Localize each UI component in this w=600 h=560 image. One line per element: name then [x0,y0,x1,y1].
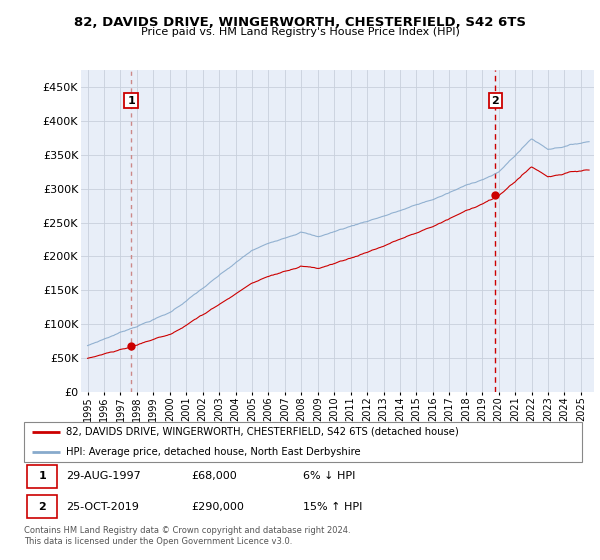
Text: Price paid vs. HM Land Registry's House Price Index (HPI): Price paid vs. HM Land Registry's House … [140,27,460,37]
Text: 1: 1 [127,96,135,105]
Text: Contains HM Land Registry data © Crown copyright and database right 2024.
This d: Contains HM Land Registry data © Crown c… [24,526,350,546]
Text: 6% ↓ HPI: 6% ↓ HPI [303,472,355,482]
Text: 25-OCT-2019: 25-OCT-2019 [66,502,139,512]
FancyBboxPatch shape [27,465,58,488]
Text: 2: 2 [38,502,46,512]
Text: £68,000: £68,000 [191,472,237,482]
Text: 2: 2 [491,96,499,105]
Text: 1: 1 [38,472,46,482]
Text: HPI: Average price, detached house, North East Derbyshire: HPI: Average price, detached house, Nort… [66,447,361,457]
Text: 82, DAVIDS DRIVE, WINGERWORTH, CHESTERFIELD, S42 6TS (detached house): 82, DAVIDS DRIVE, WINGERWORTH, CHESTERFI… [66,427,458,437]
FancyBboxPatch shape [24,422,582,462]
Text: 29-AUG-1997: 29-AUG-1997 [66,472,140,482]
Text: 15% ↑ HPI: 15% ↑ HPI [303,502,362,512]
FancyBboxPatch shape [27,495,58,518]
Text: 82, DAVIDS DRIVE, WINGERWORTH, CHESTERFIELD, S42 6TS: 82, DAVIDS DRIVE, WINGERWORTH, CHESTERFI… [74,16,526,29]
Text: £290,000: £290,000 [191,502,244,512]
